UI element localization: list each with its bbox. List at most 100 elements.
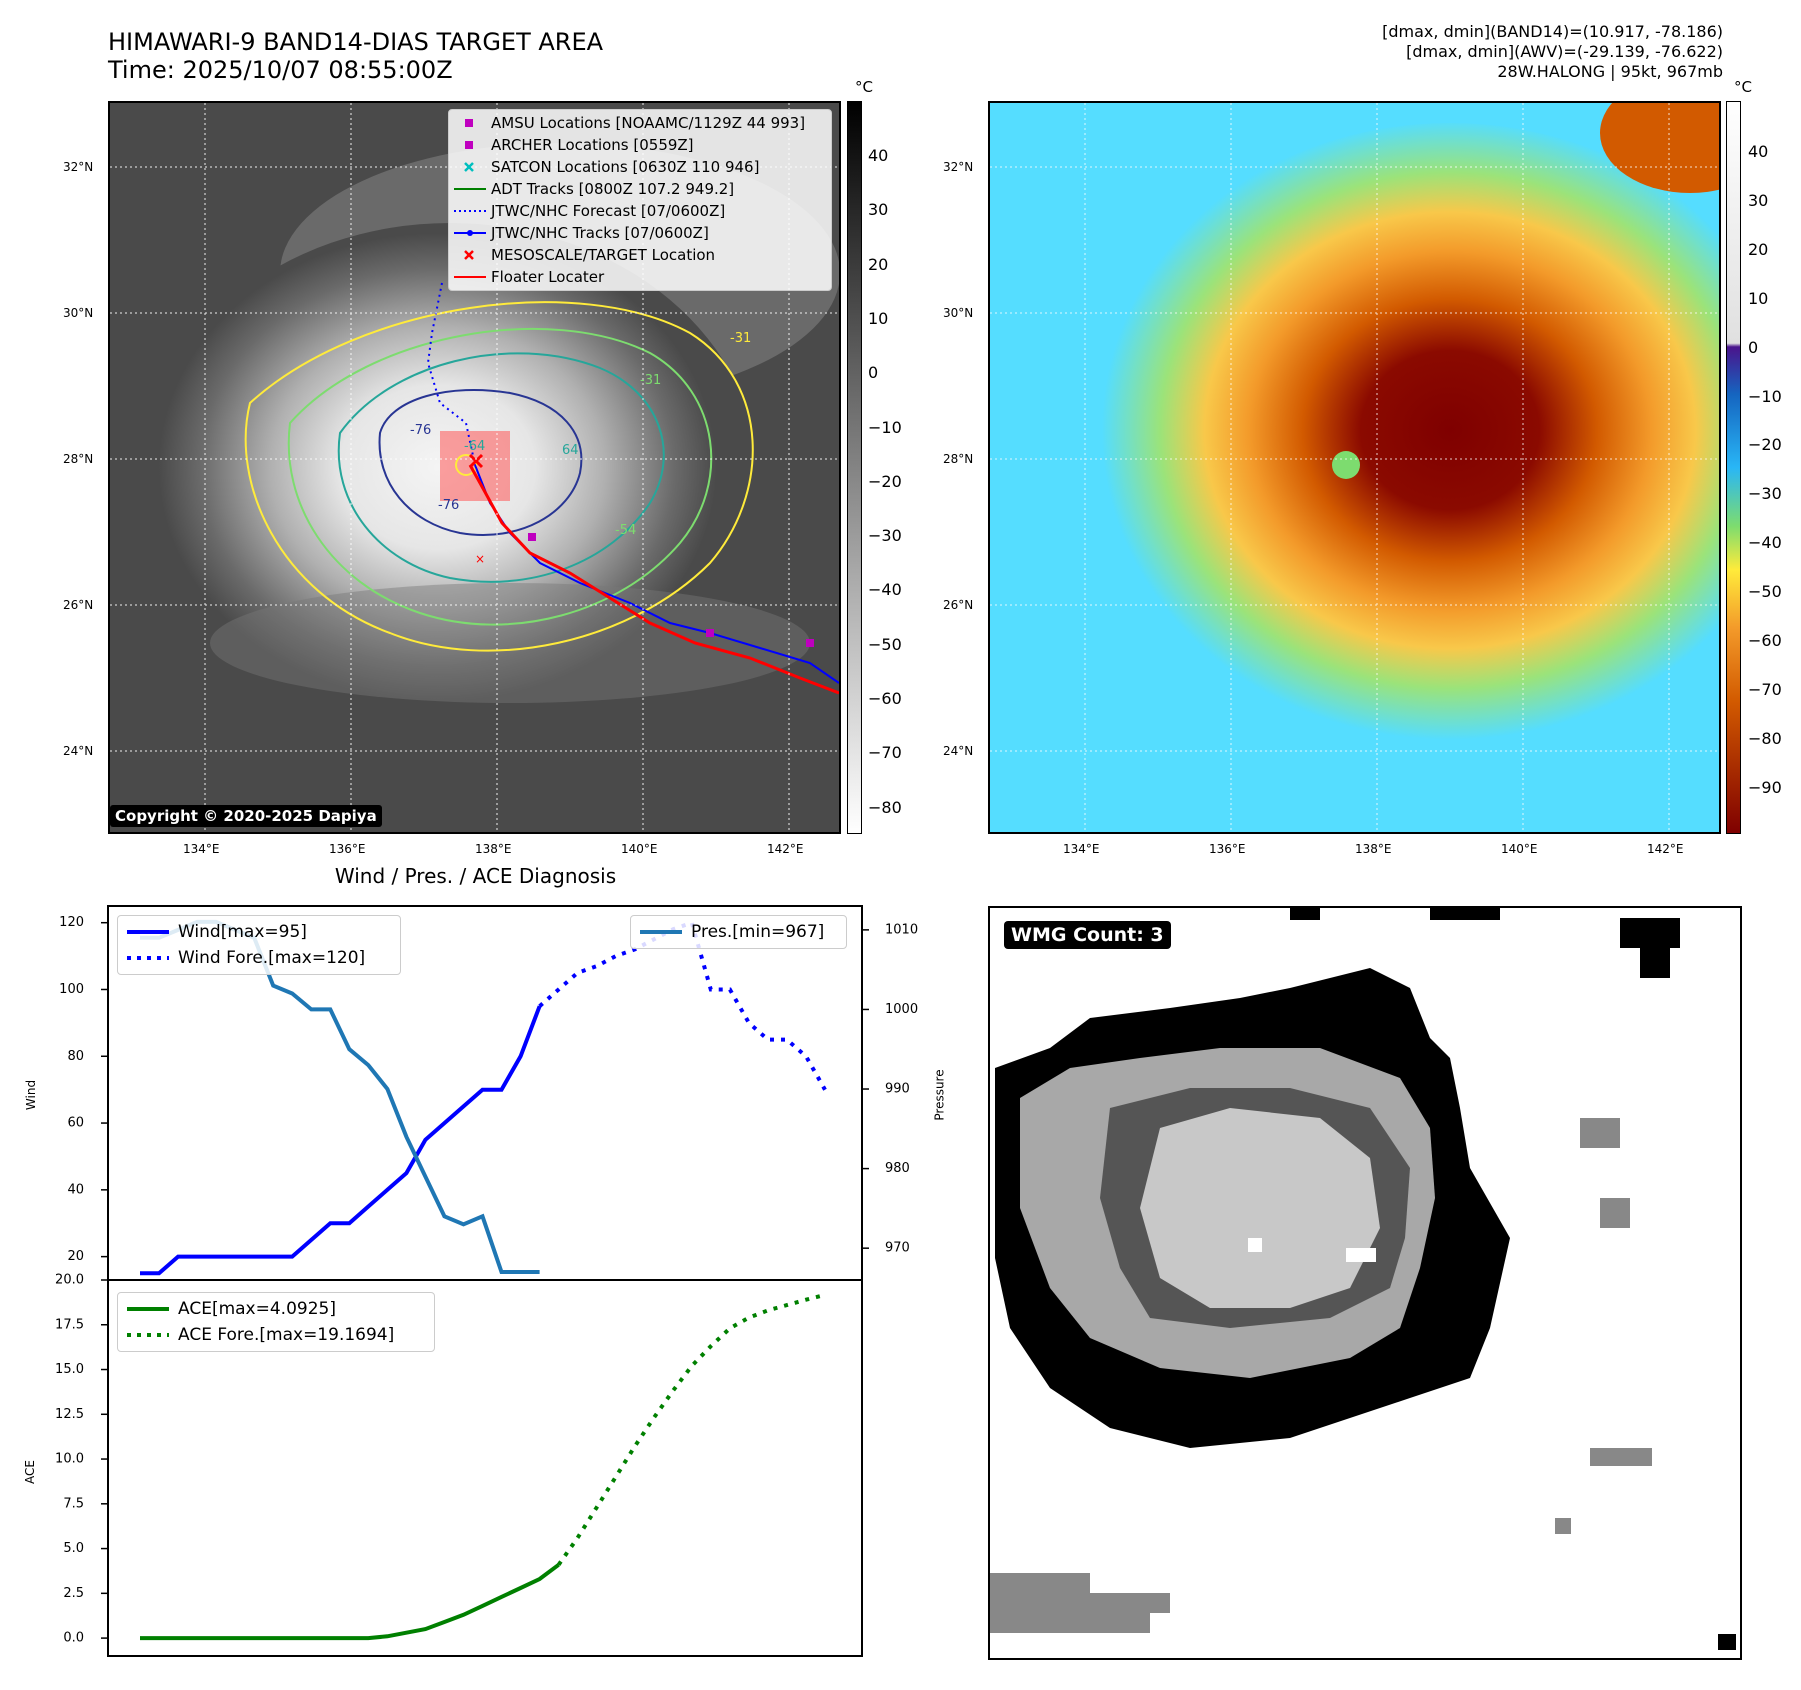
colorbar-tick-label: −60 [868, 689, 902, 708]
lat-tick-label: 32°N [943, 160, 974, 174]
awv-colorbar-unit: °C [1734, 78, 1752, 96]
pressure-tick-label: 970 [885, 1241, 910, 1256]
awv-colorbar [1726, 101, 1741, 834]
wind-forecast-legend-label: Wind Fore.[max=120] [178, 948, 366, 968]
ace-series-line [140, 1563, 560, 1641]
ir-legend-entry: SATCON Locations [0630Z 110 946] [449, 156, 831, 178]
awv-map-image [990, 103, 1719, 832]
lon-tick-label: 136°E [1209, 842, 1246, 856]
figure-title-line2: Time: 2025/10/07 08:55:00Z [108, 56, 453, 84]
figure-title-line1: HIMAWARI-9 BAND14-DIAS TARGET AREA [108, 28, 604, 56]
colorbar-tick-label: −70 [868, 743, 902, 763]
info-awv: [dmax, dmin](AWV)=(-29.139, -76.622) [1406, 42, 1723, 61]
lon-tick-label: 138°E [475, 842, 512, 856]
legend-x-icon [449, 245, 491, 265]
ace-legend-label: ACE[max=4.0925] [178, 1299, 336, 1319]
colorbar-tick-label: 40 [868, 146, 889, 165]
ir-legend-entry: Floater Locater [449, 266, 831, 288]
ace-forecast-legend-label: ACE Fore.[max=19.1694] [178, 1325, 395, 1345]
diagnosis-chart: 20 40 60 80 100 120 970 980 990 1000 1010 0.0 2.5 5… [55, 905, 918, 1657]
contour-label: -31 [640, 373, 662, 388]
colorbar-tick-label: −10 [868, 417, 902, 437]
ir-map-panel: × -31 -31 -64 -76 -76 64 -54 AMSU Locati… [108, 101, 841, 834]
ir-legend-label: SATCON Locations [0630Z 110 946] [491, 158, 760, 176]
ir-colorbar-unit: °C [855, 78, 873, 96]
wind-legend-label: Wind[max=95] [178, 922, 307, 942]
ir-legend-label: MESOSCALE/TARGET Location [491, 246, 716, 264]
colorbar-tick-label: 20 [868, 254, 889, 274]
colorbar-tick-label: 10 [1748, 288, 1769, 308]
ace-tick-label: 20.0 [55, 1273, 84, 1288]
contour-label: -76 [438, 498, 460, 513]
ir-legend-label: JTWC/NHC Forecast [07/0600Z] [491, 202, 726, 220]
ir-legend-label: JTWC/NHC Tracks [07/0600Z] [491, 224, 709, 242]
legend-line-icon [118, 1299, 178, 1319]
ir-legend-label: AMSU Locations [NOAAMC/1129Z 44 993] [491, 114, 806, 132]
colorbar-tick-label: −40 [868, 580, 902, 600]
legend-line-icon [118, 922, 178, 942]
ace-legend: ACE[max=4.0925] ACE Fore.[max=19.1694] [117, 1292, 435, 1352]
lat-tick-label: 28°N [63, 452, 94, 466]
pressure-legend: Pres.[min=967] [630, 915, 847, 949]
legend-dotted-icon [118, 1325, 178, 1345]
wind-tick-label: 120 [59, 915, 84, 930]
copyright-label: Copyright © 2020-2025 Dapiya [110, 805, 382, 827]
colorbar-tick-label: −70 [1748, 679, 1782, 699]
ir-legend-entry: MESOSCALE/TARGET Location [449, 244, 831, 266]
ace-tick-label: 0.0 [63, 1631, 84, 1646]
lat-tick-label: 32°N [63, 160, 94, 174]
lon-tick-label: 134°E [183, 842, 220, 856]
colorbar-tick-label: 10 [868, 308, 889, 328]
wind-legend: Wind[max=95] Wind Fore.[max=120] [117, 915, 401, 975]
contour-label: -76 [410, 423, 432, 438]
lon-tick-label: 140°E [1501, 842, 1538, 856]
colorbar-tick-label: −10 [1748, 386, 1782, 406]
wmg-count-badge: WMG Count: 3 [1004, 921, 1171, 949]
lon-tick-label: 138°E [1355, 842, 1392, 856]
ir-map-legend: AMSU Locations [NOAAMC/1129Z 44 993] ARCH… [448, 109, 832, 291]
ir-legend-label: ADT Tracks [0800Z 107.2 949.2] [491, 180, 735, 198]
diagnosis-title: Wind / Pres. / ACE Diagnosis [334, 864, 617, 888]
ir-colorbar [847, 101, 862, 834]
lat-tick-label: 30°N [943, 306, 974, 320]
legend-line-dot-icon [449, 223, 491, 243]
pressure-tick-label: 1010 [885, 922, 918, 937]
pressure-legend-entry: Pres.[min=967] [631, 919, 846, 945]
colorbar-tick-label: −30 [868, 526, 902, 546]
colorbar-tick-label: 30 [1748, 190, 1769, 210]
wind-tick-label: 100 [59, 982, 84, 997]
lon-tick-label: 142°E [767, 842, 804, 856]
colorbar-tick-label: 40 [1748, 142, 1769, 161]
colorbar-tick-label: −40 [1748, 533, 1782, 553]
pressure-tick-label: 980 [885, 1161, 910, 1176]
ir-legend-label: ARCHER Locations [0559Z] [491, 136, 694, 154]
contour-label: -31 [730, 331, 752, 346]
legend-square-icon [449, 113, 491, 133]
legend-dotted-icon [118, 948, 178, 968]
legend-line-icon [449, 267, 491, 287]
pressure-tick-label: 990 [885, 1082, 910, 1097]
lat-tick-label: 30°N [63, 306, 94, 320]
colorbar-tick-label: 20 [1748, 239, 1769, 259]
lat-tick-label: 26°N [943, 598, 974, 612]
wind-tick-label: 80 [67, 1049, 84, 1064]
legend-line-icon [449, 179, 491, 199]
lon-tick-label: 140°E [621, 842, 658, 856]
wind-axis-label: Wind [24, 1079, 39, 1111]
colorbar-tick-label: −80 [1748, 728, 1782, 748]
legend-dotted-icon [449, 201, 491, 221]
ace-tick-label: 15.0 [55, 1362, 84, 1377]
ir-legend-entry: AMSU Locations [NOAAMC/1129Z 44 993] [449, 112, 831, 134]
info-storm: 28W.HALONG | 95kt, 967mb [1497, 62, 1723, 81]
ace-forecast-series-line [556, 1292, 826, 1566]
ace-tick-label: 10.0 [55, 1452, 84, 1467]
ace-tick-label: 12.5 [55, 1407, 84, 1422]
pressure-legend-label: Pres.[min=967] [691, 922, 825, 942]
lat-tick-label: 28°N [943, 452, 974, 466]
svg-text:×: × [475, 552, 485, 566]
ace-forecast-legend-entry: ACE Fore.[max=19.1694] [118, 1322, 434, 1348]
ace-legend-entry: ACE[max=4.0925] [118, 1296, 434, 1322]
colorbar-tick-label: 30 [868, 200, 889, 220]
wind-series-line [140, 1005, 542, 1276]
contour-label: 64 [562, 443, 579, 458]
